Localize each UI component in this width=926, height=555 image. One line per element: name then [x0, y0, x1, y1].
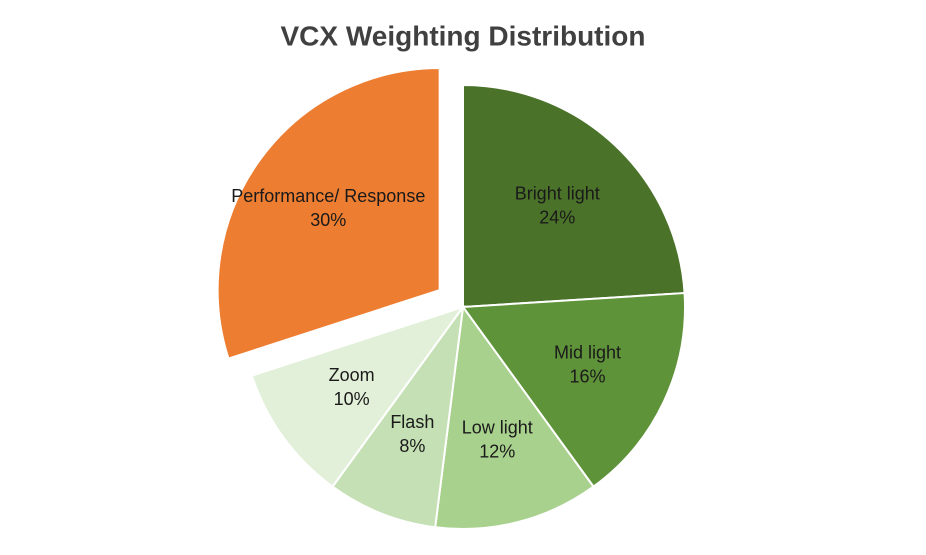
- slice-label: Low light 12%: [462, 417, 533, 461]
- category-label: Flash: [390, 412, 434, 432]
- pie-slice: [462, 83, 686, 309]
- slice-label: Zoom 10%: [329, 365, 375, 409]
- slice-label: Bright light 24%: [515, 183, 600, 227]
- value-label: 24%: [539, 207, 575, 227]
- pie-slice: [461, 292, 686, 488]
- slice-label: Performance/ Response 30%: [231, 186, 425, 230]
- value-label: 30%: [310, 210, 346, 230]
- pie-slice: [434, 304, 595, 530]
- category-label: Low light: [462, 417, 533, 437]
- pie-slice: [331, 306, 464, 529]
- pie-slice: [250, 305, 466, 488]
- category-label: Mid light: [554, 342, 621, 362]
- value-label: 12%: [479, 441, 515, 461]
- pie-slice: [216, 67, 441, 360]
- slice-label: Flash 8%: [390, 412, 434, 456]
- value-label: 10%: [334, 389, 370, 409]
- category-label: Zoom: [329, 365, 375, 385]
- slice-label: Mid light 16%: [554, 342, 621, 386]
- category-label: Bright light: [515, 183, 600, 203]
- category-label: Performance/ Response: [231, 186, 425, 206]
- value-label: 8%: [399, 436, 425, 456]
- chart-title: VCX Weighting Distribution: [280, 20, 645, 51]
- value-label: 16%: [570, 366, 606, 386]
